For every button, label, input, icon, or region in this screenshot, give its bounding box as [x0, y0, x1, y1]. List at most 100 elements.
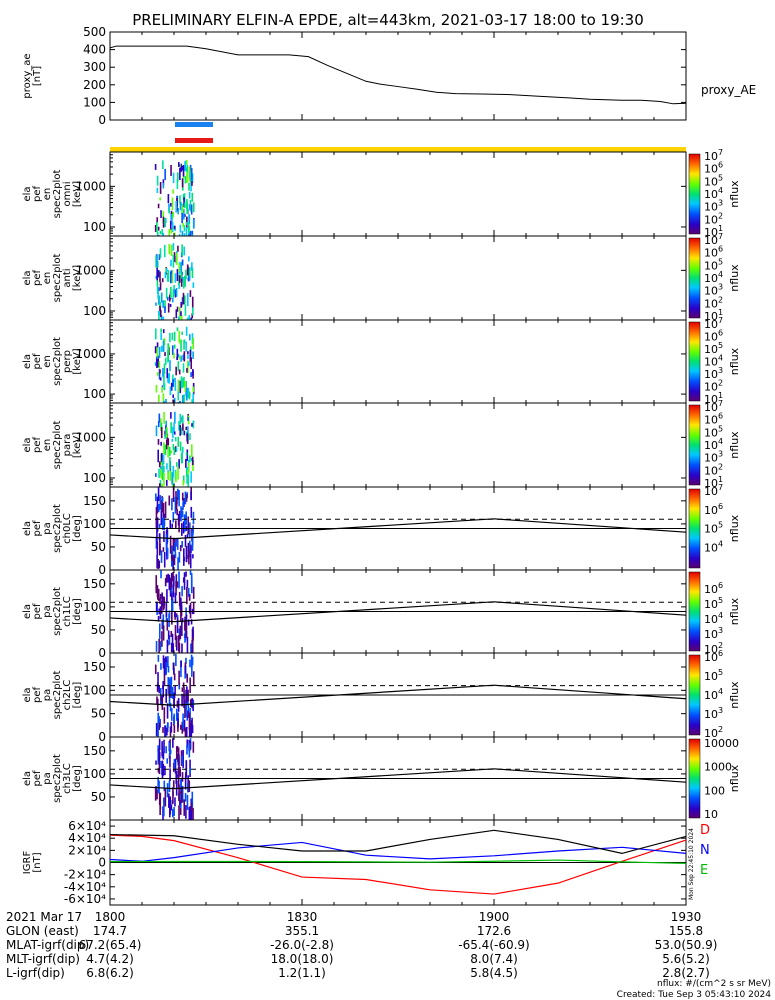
spectrogram-cell: [171, 591, 173, 601]
colorbar-tick-label: 104: [704, 687, 723, 702]
spectrogram-cell: [161, 497, 164, 502]
spectrogram-cell: [185, 426, 188, 431]
spectrogram-cell: [180, 660, 182, 678]
spectrogram-cell: [168, 208, 171, 214]
y-axis-label-line: omni: [62, 182, 73, 207]
spectrogram-cell: [169, 768, 171, 781]
spectrogram-cell: [160, 210, 162, 218]
spectrogram-cell: [191, 662, 193, 677]
colorbar-tick-exponent: 6: [718, 412, 723, 421]
spectrogram-cell: [158, 461, 161, 468]
y-axis-label-line: ela: [22, 186, 33, 201]
spectrogram-cell: [180, 724, 182, 730]
colorbar-tick-exponent: 4: [718, 437, 723, 446]
y-axis-label-line: [keV]: [72, 348, 83, 374]
panel-frame: [109, 31, 687, 121]
spectrogram-cell: [173, 612, 176, 617]
spectrogram-cell: [156, 496, 159, 511]
spectrogram-cell: [181, 297, 184, 305]
spectrogram-cell: [162, 316, 165, 320]
spectrogram-cell: [159, 593, 162, 600]
x-row-value: 1900: [479, 910, 510, 924]
spectrogram-cell: [172, 584, 175, 598]
spectrogram-cell: [171, 686, 174, 699]
spectrogram-cell: [191, 532, 194, 547]
spectrogram-cell: [171, 271, 173, 283]
spectrogram-cell: [157, 270, 159, 278]
spectrogram-cell: [170, 412, 172, 419]
y-tick-label: -6×10⁴: [64, 892, 106, 906]
y-axis-label-line: [nT]: [32, 66, 43, 86]
colorbar-tick-exponent: 1: [718, 224, 723, 233]
spectrogram-cell: [159, 369, 161, 374]
x-row-value: 5.8(4.5): [470, 966, 518, 980]
spectrogram-cell: [166, 618, 169, 631]
spectrogram-cell: [157, 355, 160, 368]
spectrogram-cell: [168, 610, 171, 619]
spectrogram-cell: [170, 721, 173, 733]
panel-ela_pef_pa_spec2plot_ch0LC: 0 50 100 150 ela pef pa spec2plot ch0LC [deg] 104 1…: [22, 483, 741, 577]
spectrogram-cell: [164, 217, 167, 228]
spectrogram-cell: [167, 445, 169, 458]
spectrogram-cell: [181, 687, 184, 692]
spectrogram-cell: [154, 224, 157, 232]
spectrogram-cell: [155, 507, 158, 525]
spectrogram-cell: [181, 331, 183, 335]
spectrogram-cell: [190, 471, 192, 483]
spectrogram-cell: [188, 182, 190, 191]
spectrogram-cell: [172, 487, 175, 502]
spectrogram-cell: [191, 262, 193, 271]
spectrogram-cell: [185, 458, 187, 468]
spectrogram-cell: [180, 271, 183, 279]
x-row-value: -65.4(-60.9): [458, 938, 529, 952]
spectrogram-cell: [172, 426, 174, 438]
spectrogram-cell: [159, 606, 162, 620]
spectrogram-cell: [187, 417, 189, 421]
spectrogram-cell: [160, 663, 162, 670]
spectrogram-cell: [187, 619, 190, 626]
y-axis-label-line: [deg]: [72, 682, 83, 709]
y-tick-label: 150: [83, 660, 106, 674]
spectrogram-cell: [159, 181, 162, 194]
series-line-N: [109, 841, 687, 862]
spectrogram-cell: [192, 420, 195, 424]
colorbar-tick-label: 105: [704, 668, 723, 683]
spectrogram-cell: [182, 749, 184, 768]
spectrogram-cell: [172, 394, 174, 398]
spectrogram-cell: [173, 692, 175, 709]
spectrogram-cell: [171, 222, 174, 232]
spectrogram-cell: [155, 575, 158, 594]
series-line-E: [109, 859, 687, 865]
spectrogram-cell: [178, 263, 181, 268]
spectrogram-cell: [187, 268, 190, 282]
spectrogram-cell: [159, 197, 161, 201]
spectrogram-cell: [176, 617, 179, 634]
spectrogram-cell: [164, 300, 166, 311]
spectrogram-cell: [180, 523, 183, 536]
spectrogram-cell: [191, 717, 193, 726]
y-tick-label: 100: [83, 471, 106, 485]
spectrogram-cell: [172, 289, 175, 298]
spectrogram-cell: [170, 676, 173, 685]
spectrogram-cell: [185, 760, 188, 778]
spectrogram-cell: [180, 453, 183, 464]
y-tick-label: 150: [83, 744, 106, 758]
spectrogram-cell: [176, 538, 179, 550]
x-row-value: 1800: [95, 910, 126, 924]
y-axis-label-line: spec2plot: [52, 337, 63, 386]
spectrogram-cell: [175, 471, 177, 483]
spectrogram-cell: [155, 760, 157, 765]
spectrogram-cell: [187, 351, 189, 355]
spectrogram-cell: [158, 685, 160, 694]
spectrogram-cell: [160, 292, 163, 303]
spectrogram-cell: [172, 399, 174, 403]
spectrogram-cell: [188, 807, 191, 820]
y-axis-label-line: ela: [22, 437, 33, 452]
spectrogram-cell: [178, 459, 180, 469]
spectrogram-cell: [163, 531, 165, 542]
y-axis-label-line: proxy_ae: [22, 53, 33, 98]
x-row-value: 155.8: [669, 924, 703, 938]
y-axis-label-line: pef: [32, 353, 43, 370]
spectrogram-cell: [192, 307, 194, 316]
